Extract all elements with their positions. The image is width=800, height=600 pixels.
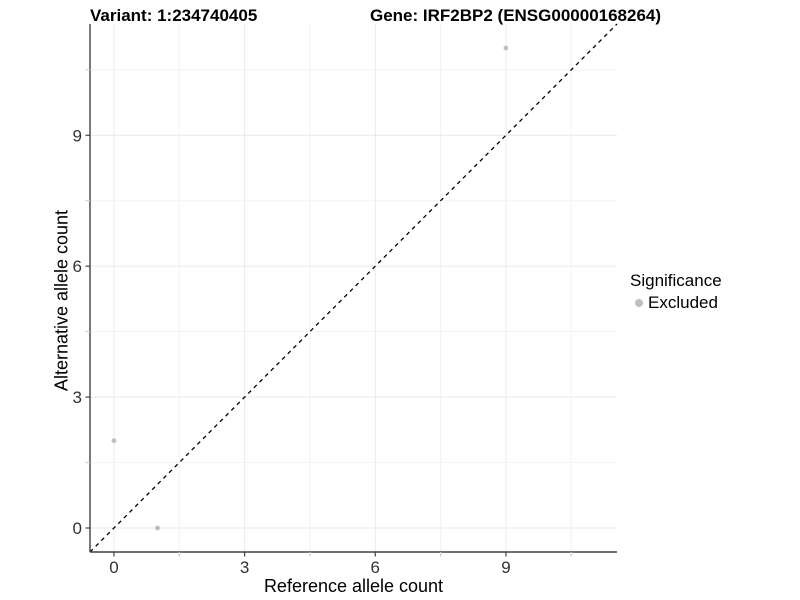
y-axis-title: Alternative allele count xyxy=(51,209,72,392)
data-point xyxy=(111,438,117,444)
y-tick-label: 6 xyxy=(73,257,82,276)
x-axis-title: Reference allele count xyxy=(263,576,444,596)
x-tick-label: 9 xyxy=(501,558,510,577)
excluded-point-icon xyxy=(635,299,643,307)
y-tick-label: 0 xyxy=(73,519,82,538)
x-tick-label: 0 xyxy=(109,558,118,577)
data-point xyxy=(155,525,160,531)
y-tick-label: 9 xyxy=(73,126,82,145)
variant-title: Variant: 1:234740405 xyxy=(90,6,258,25)
legend-item-excluded: Excluded xyxy=(630,293,722,313)
y-tick-label: 3 xyxy=(73,388,82,407)
gene-title: Gene: IRF2BP2 (ENSG00000168264) xyxy=(370,6,662,25)
legend: Significance Excluded xyxy=(630,271,722,313)
legend-title: Significance xyxy=(630,271,722,290)
x-tick-label: 6 xyxy=(371,558,380,577)
x-tick-label: 3 xyxy=(240,558,249,577)
legend-item-label: Excluded xyxy=(648,293,718,312)
identity-dashed-line xyxy=(89,23,618,553)
data-point xyxy=(503,45,509,51)
